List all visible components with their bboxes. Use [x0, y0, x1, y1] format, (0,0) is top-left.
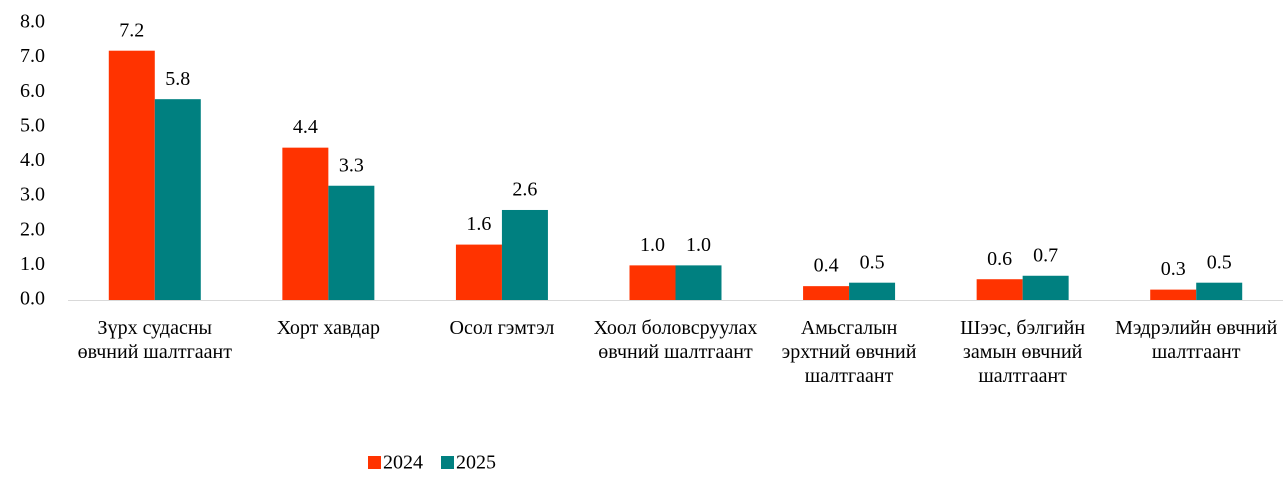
bar: [849, 282, 896, 300]
y-tick-label: 7.0: [20, 45, 45, 67]
data-label: 5.8: [165, 68, 190, 90]
data-label: 0.4: [814, 255, 839, 277]
data-label: 1.0: [640, 234, 665, 256]
bar: [108, 50, 155, 301]
bar: [1150, 289, 1197, 300]
legend-label: 2025: [456, 452, 496, 474]
y-tick-label: 1.0: [20, 253, 45, 275]
bar: [1196, 282, 1243, 300]
data-label: 0.6: [987, 248, 1012, 270]
data-label: 0.3: [1161, 258, 1186, 280]
y-tick-label: 5.0: [20, 114, 45, 136]
data-label: 4.4: [293, 116, 318, 138]
data-label: 3.3: [339, 154, 364, 176]
bar: [455, 244, 502, 300]
y-tick-label: 4.0: [20, 149, 45, 171]
x-tick-label: Хорт хавдар: [276, 317, 380, 339]
y-tick-label: 0.0: [20, 288, 45, 310]
x-tick-label: Хоол боловсруулах өвчний шалтгаант: [593, 317, 758, 363]
x-tick-label: Шээс, бэлгийн замын өвчний шалтгаант: [960, 317, 1086, 387]
y-tick-label: 2.0: [20, 218, 45, 240]
data-label: 7.2: [119, 19, 144, 41]
y-tick-label: 6.0: [20, 80, 45, 102]
legend-swatch: [441, 456, 454, 469]
data-label: 0.5: [1207, 251, 1232, 273]
y-tick-label: 8.0: [20, 11, 45, 33]
data-label: 0.7: [1033, 244, 1058, 266]
data-label: 0.5: [860, 251, 885, 273]
bar: [1022, 275, 1069, 300]
bar: [154, 99, 201, 300]
y-tick-label: 3.0: [20, 184, 45, 206]
data-label: 2.6: [512, 179, 537, 201]
bar: [501, 209, 548, 300]
bar: [976, 279, 1023, 300]
bar: [282, 147, 329, 300]
data-label: 1.6: [466, 213, 491, 235]
bar: [629, 265, 676, 300]
x-tick-label: Осол гэмтэл: [449, 317, 555, 339]
x-tick-label: Зүрх судасны өвчний шалтгаант: [77, 317, 232, 363]
data-label: 1.0: [686, 234, 711, 256]
x-tick-label: Амьсгалын эрхтний өвчний шалтгаант: [781, 317, 917, 387]
bar: [803, 286, 850, 300]
bar: [675, 265, 722, 300]
bar: [328, 185, 375, 300]
legend-label: 2024: [383, 452, 423, 474]
legend-swatch: [368, 456, 381, 469]
x-tick-label: Мэдрэлийн өвчний шалтгаант: [1115, 317, 1278, 363]
